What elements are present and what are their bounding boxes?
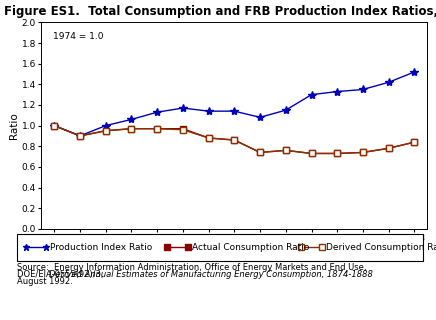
Text: Production Index Ratio: Production Index Ratio	[50, 243, 152, 252]
Y-axis label: Ratio: Ratio	[9, 112, 19, 139]
X-axis label: Year: Year	[223, 246, 245, 256]
FancyBboxPatch shape	[17, 234, 423, 261]
Text: Derived Annual Estimates of Manufacturing Energy Consumption, 1874-1888: Derived Annual Estimates of Manufacturin…	[49, 270, 373, 279]
Text: 1974 = 1.0: 1974 = 1.0	[53, 32, 103, 41]
Text: Derived Consumption Ratio: Derived Consumption Ratio	[326, 243, 436, 252]
Text: DOE/EIA-0555(92)/3,: DOE/EIA-0555(92)/3,	[17, 270, 109, 279]
Text: Source:  Energy Information Administration, Office of Energy Markets and End Use: Source: Energy Information Administratio…	[17, 263, 367, 272]
Text: Figure ES1.  Total Consumption and FRB Production Index Ratios, 1974-1988: Figure ES1. Total Consumption and FRB Pr…	[4, 5, 436, 18]
Text: August 1992.: August 1992.	[17, 277, 73, 286]
Text: Actual Consumption Ratio: Actual Consumption Ratio	[192, 243, 309, 252]
